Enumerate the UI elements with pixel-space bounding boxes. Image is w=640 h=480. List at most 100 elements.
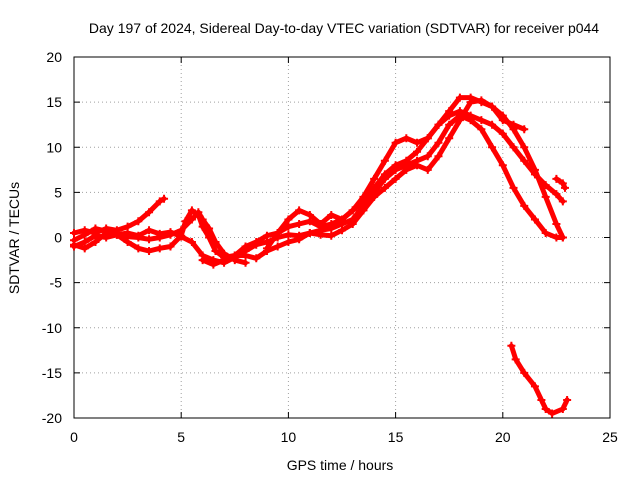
data-point bbox=[112, 230, 121, 239]
data-point bbox=[209, 260, 218, 269]
data-point bbox=[220, 256, 229, 265]
data-point bbox=[198, 222, 207, 231]
data-point bbox=[295, 206, 304, 215]
data-point bbox=[509, 143, 518, 152]
data-point bbox=[359, 192, 368, 201]
data-point bbox=[380, 183, 389, 192]
series-track-d bbox=[70, 111, 567, 267]
x-tick-label: 0 bbox=[70, 429, 78, 445]
series-trace bbox=[71, 196, 167, 236]
data-point bbox=[187, 206, 196, 215]
data-point bbox=[295, 235, 304, 244]
data-point bbox=[520, 368, 529, 377]
data-point bbox=[241, 258, 250, 267]
data-point bbox=[391, 174, 400, 183]
y-tick-label: 5 bbox=[54, 184, 62, 200]
data-point bbox=[273, 228, 282, 237]
data-point bbox=[509, 120, 518, 129]
data-point bbox=[252, 240, 261, 249]
data-point bbox=[177, 232, 186, 241]
data-point bbox=[338, 215, 346, 224]
data-point bbox=[445, 107, 454, 116]
data-point bbox=[477, 125, 486, 134]
data-point bbox=[359, 206, 368, 215]
y-tick-label: 0 bbox=[54, 230, 62, 246]
data-point bbox=[316, 230, 325, 239]
data-point bbox=[391, 138, 400, 147]
data-point bbox=[380, 174, 389, 183]
data-point bbox=[145, 226, 154, 235]
data-point bbox=[134, 244, 143, 253]
data-point bbox=[91, 238, 100, 247]
data-point bbox=[466, 116, 475, 125]
data-point bbox=[466, 93, 475, 102]
data-point bbox=[413, 147, 422, 156]
data-point bbox=[348, 206, 357, 215]
data-point bbox=[134, 217, 143, 226]
data-point bbox=[273, 242, 282, 251]
chart-title: Day 197 of 2024, Sidereal Day-to-day VTE… bbox=[89, 20, 599, 36]
data-point bbox=[205, 233, 214, 242]
data-point bbox=[194, 210, 203, 219]
data-point bbox=[187, 238, 196, 247]
x-axis-label: GPS time / hours bbox=[287, 457, 394, 473]
data-point bbox=[230, 251, 239, 260]
data-point bbox=[552, 174, 561, 183]
y-tick-label: -10 bbox=[42, 320, 62, 336]
y-tick-label: -20 bbox=[42, 410, 62, 426]
data-point bbox=[541, 404, 550, 413]
data-point bbox=[402, 134, 411, 143]
data-point bbox=[252, 254, 261, 263]
data-point bbox=[145, 247, 154, 256]
data-point bbox=[488, 120, 497, 129]
data-point bbox=[338, 226, 346, 235]
data-point bbox=[80, 230, 89, 239]
y-tick-label: 20 bbox=[46, 49, 62, 65]
x-tick-label: 15 bbox=[388, 429, 404, 445]
data-point bbox=[558, 233, 567, 242]
data-point bbox=[488, 102, 497, 111]
data-point bbox=[284, 230, 293, 239]
data-point bbox=[445, 134, 454, 143]
data-point bbox=[413, 138, 422, 147]
data-point bbox=[498, 116, 507, 125]
data-point bbox=[327, 210, 336, 219]
x-tick-label: 10 bbox=[281, 429, 297, 445]
data-point bbox=[160, 194, 169, 203]
data-point bbox=[455, 116, 464, 125]
data-point bbox=[530, 382, 539, 391]
data-point bbox=[477, 98, 486, 107]
data-point bbox=[166, 228, 175, 237]
data-point bbox=[70, 240, 78, 249]
data-point bbox=[370, 174, 379, 183]
data-point bbox=[548, 409, 557, 418]
data-point bbox=[563, 395, 572, 404]
data-point bbox=[434, 138, 443, 147]
data-point bbox=[145, 235, 154, 244]
data-point bbox=[80, 244, 89, 253]
data-point bbox=[134, 231, 143, 240]
data-point bbox=[413, 161, 422, 170]
data-point bbox=[520, 201, 529, 210]
data-point bbox=[434, 152, 443, 161]
data-point bbox=[391, 165, 400, 174]
data-point bbox=[511, 355, 520, 364]
data-point bbox=[102, 228, 111, 237]
data-point bbox=[402, 165, 411, 174]
data-point bbox=[305, 210, 314, 219]
data-point bbox=[305, 228, 314, 237]
data-point bbox=[284, 215, 293, 224]
data-point bbox=[558, 197, 567, 206]
y-axis-label: SDTVAR / TECUs bbox=[6, 182, 22, 294]
data-point bbox=[262, 244, 271, 253]
data-point bbox=[348, 219, 357, 228]
data-point bbox=[155, 197, 164, 206]
data-point bbox=[507, 341, 516, 350]
series-layer bbox=[70, 93, 572, 418]
data-point bbox=[520, 156, 529, 165]
data-point bbox=[552, 219, 561, 228]
x-tick-label: 25 bbox=[602, 429, 618, 445]
data-point bbox=[198, 256, 207, 265]
data-point bbox=[445, 120, 454, 129]
